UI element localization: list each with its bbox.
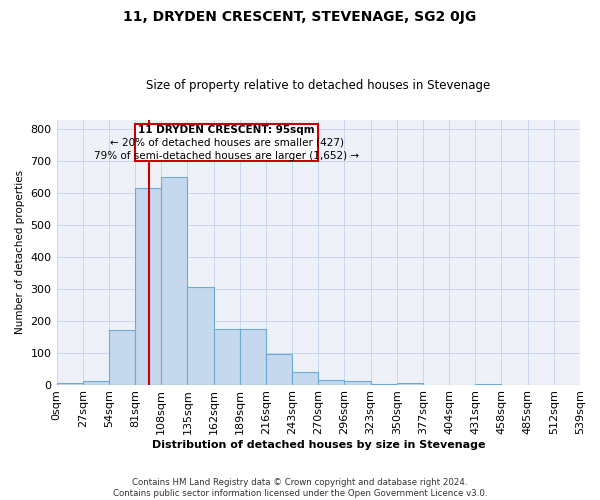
Bar bbox=[240, 328, 266, 384]
Bar bbox=[109, 330, 135, 384]
Text: 11, DRYDEN CRESCENT, STEVENAGE, SG2 0JG: 11, DRYDEN CRESCENT, STEVENAGE, SG2 0JG bbox=[124, 10, 476, 24]
Bar bbox=[344, 382, 371, 384]
Text: 11 DRYDEN CRESCENT: 95sqm: 11 DRYDEN CRESCENT: 95sqm bbox=[139, 125, 315, 135]
Bar bbox=[161, 177, 187, 384]
Bar bbox=[187, 287, 214, 384]
Text: 79% of semi-detached houses are larger (1,652) →: 79% of semi-detached houses are larger (… bbox=[94, 150, 359, 160]
Bar bbox=[397, 383, 423, 384]
FancyBboxPatch shape bbox=[135, 124, 318, 161]
Y-axis label: Number of detached properties: Number of detached properties bbox=[15, 170, 25, 334]
Text: Contains HM Land Registry data © Crown copyright and database right 2024.
Contai: Contains HM Land Registry data © Crown c… bbox=[113, 478, 487, 498]
X-axis label: Distribution of detached houses by size in Stevenage: Distribution of detached houses by size … bbox=[152, 440, 485, 450]
Bar bbox=[83, 381, 109, 384]
Title: Size of property relative to detached houses in Stevenage: Size of property relative to detached ho… bbox=[146, 79, 490, 92]
Bar bbox=[56, 383, 83, 384]
Bar bbox=[292, 372, 318, 384]
Bar bbox=[135, 188, 161, 384]
Text: ← 20% of detached houses are smaller (427): ← 20% of detached houses are smaller (42… bbox=[110, 138, 344, 147]
Bar bbox=[318, 380, 344, 384]
Bar bbox=[214, 328, 240, 384]
Bar bbox=[266, 354, 292, 384]
